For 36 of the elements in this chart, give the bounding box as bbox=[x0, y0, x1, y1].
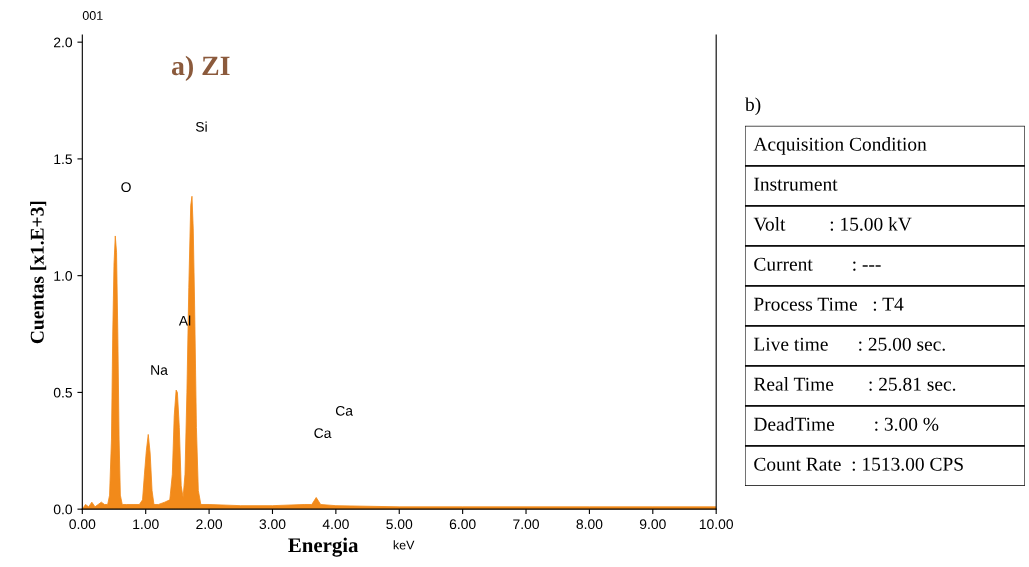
text: b) bbox=[745, 97, 761, 116]
annotation: Na bbox=[151, 365, 168, 375]
x-axis-title: Energia bbox=[288, 537, 359, 557]
text: Acquisition Condition bbox=[753, 137, 927, 155]
y-tick-label: 0.5 bbox=[53, 387, 73, 398]
x-tick-label: 10.00 bbox=[699, 519, 734, 530]
y-tick-label: 2.0 bbox=[53, 37, 73, 48]
text: keV bbox=[393, 540, 415, 550]
y-tick-label: 0.0 bbox=[53, 504, 73, 515]
annotation: O bbox=[121, 182, 131, 192]
text: DeadTime : 3.00 % bbox=[753, 417, 939, 431]
x-tick-label: 7.00 bbox=[513, 519, 539, 530]
text: Process Time : T4 bbox=[753, 297, 904, 311]
text: Volt : 15.00 kV bbox=[753, 217, 912, 231]
text: Instrument bbox=[754, 177, 838, 191]
x-tick-label: 4.00 bbox=[322, 519, 349, 530]
y-tick-label: 1.5 bbox=[54, 154, 73, 165]
x-tick-label: 2.00 bbox=[196, 519, 223, 530]
x-tick-label: 3.00 bbox=[259, 519, 286, 530]
text: Live time : 25.00 sec. bbox=[753, 337, 945, 351]
annotation: Si bbox=[195, 121, 207, 132]
text: Current : --- bbox=[754, 257, 881, 271]
x-tick-label: 1.00 bbox=[133, 519, 159, 530]
text: Count Rate : 1513.00 CPS bbox=[754, 457, 963, 471]
annotation: Ca bbox=[335, 405, 353, 416]
annotation: Ca bbox=[314, 428, 332, 438]
text: a) ZI bbox=[171, 55, 230, 81]
x-tick-label: 0.00 bbox=[69, 519, 96, 530]
y-tick-label: 1.0 bbox=[54, 271, 73, 281]
text: Real Time : 25.81 sec. bbox=[753, 377, 956, 391]
x-tick-label: 5.00 bbox=[386, 519, 413, 530]
x-tick-label: 6.00 bbox=[449, 519, 476, 530]
y-axis-title: Cuentas [x1.E+3] bbox=[30, 201, 47, 344]
x-tick-label: 9.00 bbox=[639, 519, 666, 530]
chart-subtitle: 001 bbox=[82, 11, 103, 20]
x-tick-label: 8.00 bbox=[576, 519, 603, 530]
